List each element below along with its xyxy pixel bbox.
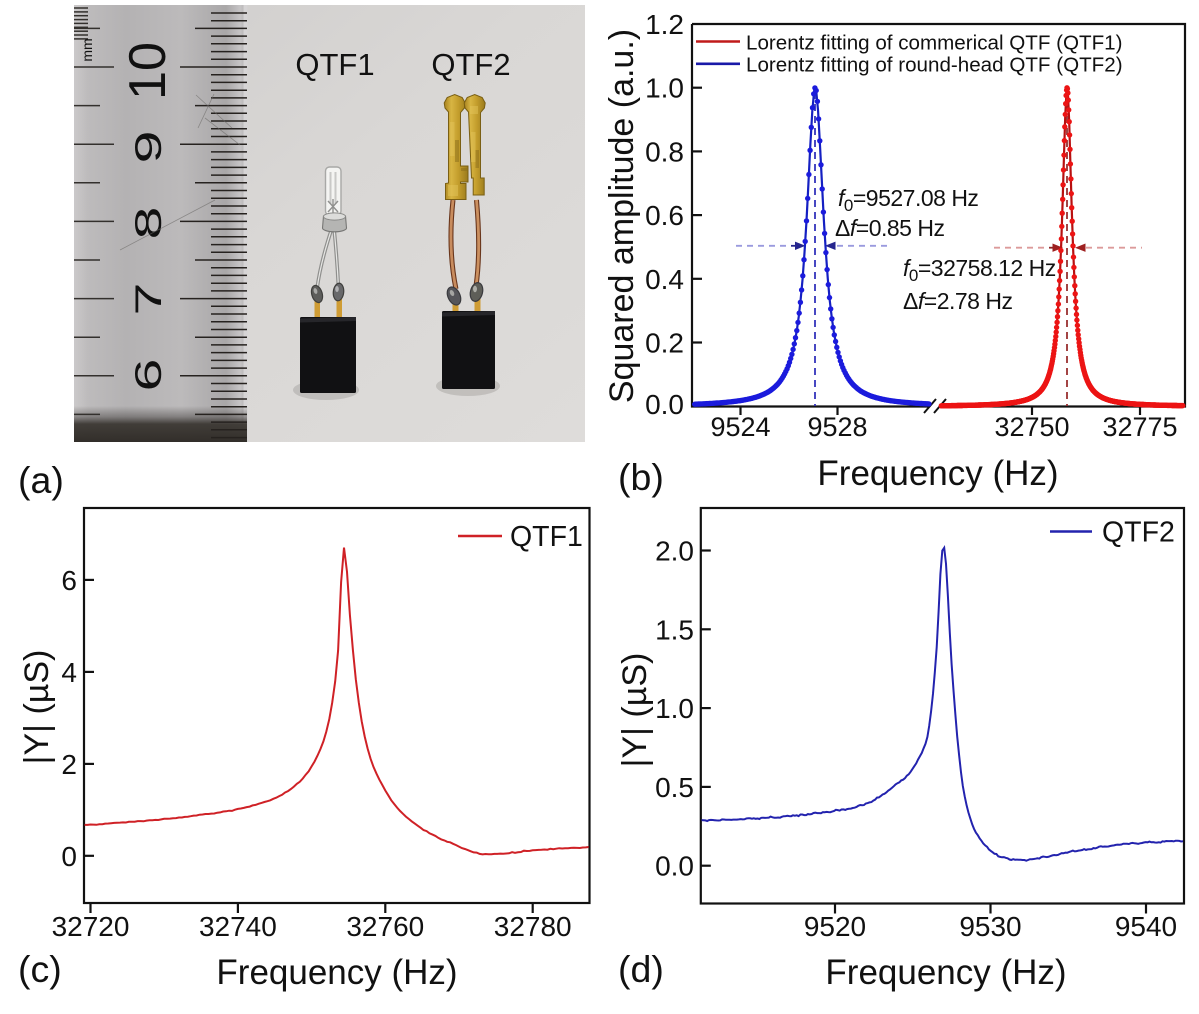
svg-text:32750: 32750	[994, 412, 1069, 442]
svg-text:32720: 32720	[52, 911, 130, 942]
svg-text:2.0: 2.0	[655, 536, 694, 567]
svg-text:0.4: 0.4	[645, 264, 684, 295]
svg-text:9530: 9530	[959, 911, 1021, 942]
svg-text:Frequency (Hz): Frequency (Hz)	[216, 953, 457, 992]
svg-text:QTF2: QTF2	[1102, 517, 1175, 549]
svg-text:1.5: 1.5	[655, 614, 694, 645]
svg-text:1.0: 1.0	[645, 73, 684, 104]
svg-text:Lorentz fitting of round-head: Lorentz fitting of round-head QTF (QTF2)	[746, 54, 1123, 77]
svg-text:(a): (a)	[18, 459, 64, 501]
svg-text:f0=9527.08 Hz: f0=9527.08 Hz	[838, 185, 978, 215]
svg-text:32780: 32780	[494, 911, 572, 942]
svg-text:9540: 9540	[1115, 911, 1177, 942]
svg-text:0.8: 0.8	[645, 136, 684, 167]
svg-text:9524: 9524	[710, 412, 770, 442]
svg-text:Δf=0.85 Hz: Δf=0.85 Hz	[835, 215, 944, 241]
svg-text:QTF2: QTF2	[431, 47, 510, 82]
svg-text:0.2: 0.2	[645, 328, 684, 359]
svg-text:(b): (b)	[618, 456, 664, 498]
svg-text:32775: 32775	[1102, 412, 1177, 442]
svg-text:QTF1: QTF1	[510, 521, 583, 553]
svg-text:0.6: 0.6	[645, 200, 684, 231]
svg-text:Δf=2.78 Hz: Δf=2.78 Hz	[903, 288, 1012, 314]
svg-text:4: 4	[61, 657, 77, 688]
svg-text:1.2: 1.2	[645, 9, 684, 40]
svg-text:Frequency (Hz): Frequency (Hz)	[825, 953, 1066, 992]
svg-text:10: 10	[119, 42, 177, 100]
svg-text:9: 9	[128, 131, 169, 164]
svg-text:9520: 9520	[804, 911, 866, 942]
svg-text:1.0: 1.0	[655, 693, 694, 724]
svg-text:7: 7	[128, 283, 169, 316]
svg-text:0.0: 0.0	[655, 851, 694, 882]
svg-text:9528: 9528	[807, 412, 867, 442]
svg-text:|Y| (µS): |Y| (µS)	[616, 653, 654, 768]
svg-text:|Y| (µS): |Y| (µS)	[18, 650, 56, 765]
svg-text:2: 2	[61, 749, 77, 780]
svg-text:32760: 32760	[346, 911, 424, 942]
svg-text:32740: 32740	[199, 911, 277, 942]
svg-text:QTF1: QTF1	[295, 47, 374, 82]
svg-text:6: 6	[128, 359, 169, 392]
svg-text:(d): (d)	[618, 948, 664, 990]
svg-text:6: 6	[61, 565, 77, 596]
svg-text:Squared amplitude (a.u.): Squared amplitude (a.u.)	[603, 29, 641, 403]
svg-text:mm: mm	[79, 38, 95, 61]
svg-text:Lorentz fitting of commerical: Lorentz fitting of commerical QTF (QTF1)	[746, 31, 1123, 54]
svg-text:(c): (c)	[18, 948, 62, 990]
svg-text:0.0: 0.0	[645, 389, 684, 420]
svg-text:Frequency (Hz): Frequency (Hz)	[817, 454, 1058, 493]
svg-text:8: 8	[128, 207, 169, 240]
svg-text:0: 0	[61, 841, 77, 872]
svg-text:0.5: 0.5	[655, 772, 694, 803]
svg-text:f0=32758.12 Hz: f0=32758.12 Hz	[903, 255, 1056, 285]
